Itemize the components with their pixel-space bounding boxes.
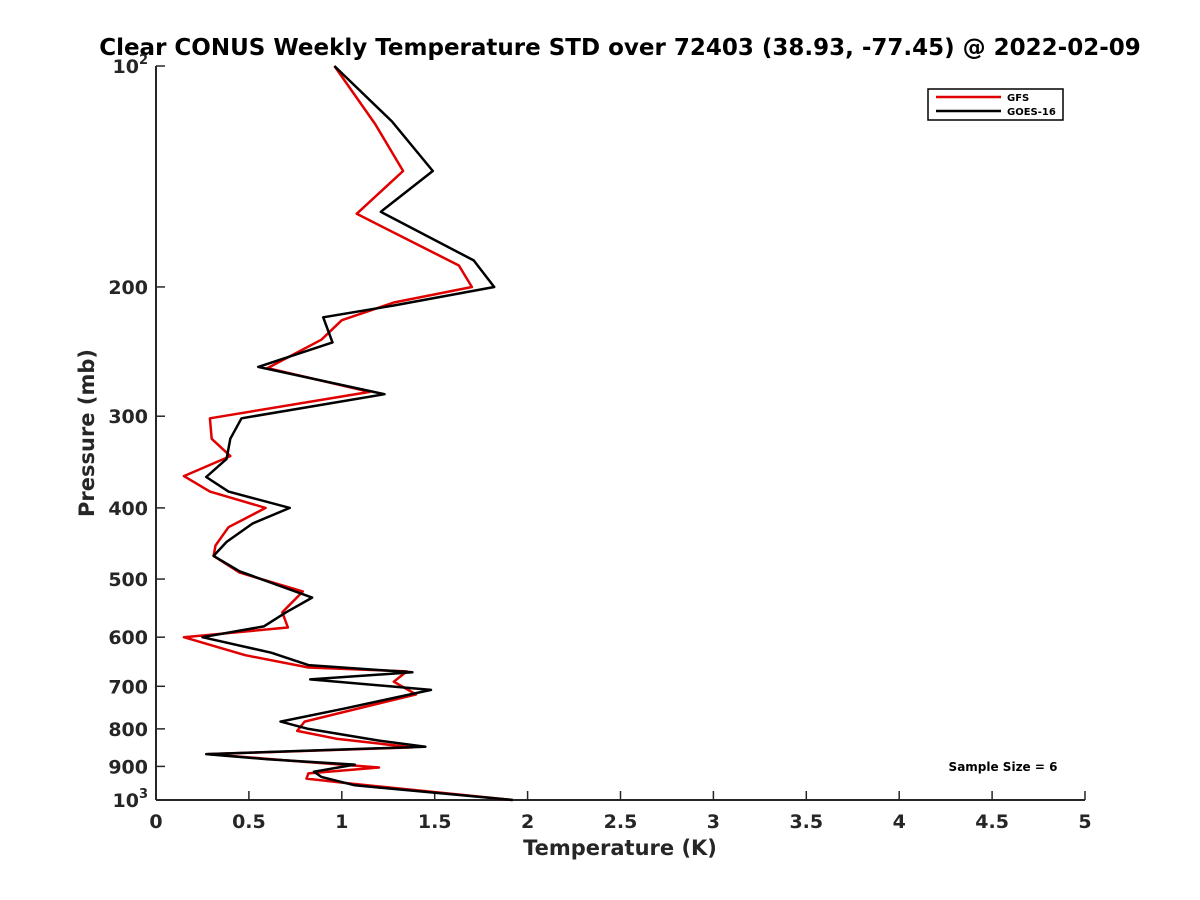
x-tick-label: 3 <box>707 811 720 833</box>
sample-size-annotation: Sample Size = 6 <box>949 760 1058 774</box>
x-tick-label: 2.5 <box>604 811 638 833</box>
y-axis-label: Pressure (mb) <box>75 349 99 517</box>
x-tick-label: 4 <box>893 811 906 833</box>
plot-lines <box>182 65 513 802</box>
y-ticks: 102 200 300 400 500 600 700 800 900 103 <box>108 53 165 812</box>
y-tick-label: 700 <box>108 676 148 698</box>
y-tick-label: 800 <box>108 719 148 741</box>
x-tick-label: 4.5 <box>975 811 1009 833</box>
x-tick-label: 3.5 <box>789 811 823 833</box>
y-tick-label: 300 <box>108 406 148 428</box>
legend-box <box>927 88 1064 121</box>
x-tick-label: 0 <box>149 811 162 833</box>
chart-title: Clear CONUS Weekly Temperature STD over … <box>99 35 1141 61</box>
axes <box>155 66 1085 801</box>
y-tick-label: 500 <box>108 569 148 591</box>
y-tick-label: 900 <box>108 756 148 778</box>
x-tick-label: 1 <box>335 811 348 833</box>
series-line-goes16 <box>201 65 513 802</box>
y-tick-label: 400 <box>108 498 148 520</box>
x-tick-label: 2 <box>521 811 534 833</box>
y-tick-label: 200 <box>108 277 148 299</box>
y-tick-label: 102 <box>113 53 149 78</box>
legend: GFS GOES-16 <box>927 88 1064 121</box>
x-tick-label: 0.5 <box>232 811 266 833</box>
x-ticks: 0 0.5 1 1.5 2 2.5 3 3.5 4 4.5 5 <box>149 791 1092 833</box>
y-tick-label: 103 <box>113 787 149 812</box>
y-tick-label: 600 <box>108 627 148 649</box>
legend-label-gfs: GFS <box>1007 93 1029 104</box>
x-tick-label: 5 <box>1078 811 1091 833</box>
x-tick-label: 1.5 <box>418 811 452 833</box>
x-axis-label: Temperature (K) <box>523 836 717 860</box>
legend-label-goes16: GOES-16 <box>1007 107 1056 118</box>
